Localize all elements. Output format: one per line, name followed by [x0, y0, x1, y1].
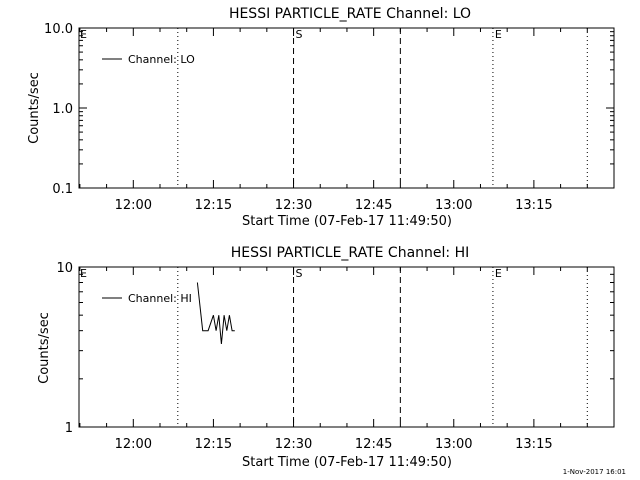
lo-channel-panel: HESSI PARTICLE_RATE Channel: LO Counts/s…: [27, 6, 615, 229]
lo-legend-label: Channel: LO: [128, 53, 195, 66]
x-tick-label: 12:00: [115, 198, 152, 213]
corner-marker-label: E: [80, 28, 87, 41]
y-tick-label: 0.1: [52, 182, 73, 197]
y-tick-label: 1: [65, 421, 73, 436]
hi-channel-panel: HESSI PARTICLE_RATE Channel: HI Counts/s…: [37, 245, 615, 470]
lo-y-axis-label: Counts/sec: [27, 72, 42, 144]
x-tick-label: 13:00: [435, 198, 472, 213]
y-tick-label: 10: [56, 261, 73, 276]
x-tick-label: 12:00: [115, 437, 152, 452]
lo-x-axis-label: Start Time (07-Feb-17 11:49:50): [242, 214, 452, 229]
x-tick-label: 13:15: [515, 198, 552, 213]
hi-legend-label: Channel: HI: [128, 292, 192, 305]
x-tick-label: 12:30: [275, 198, 312, 213]
event-marker-label: E: [495, 28, 502, 41]
event-marker-label: E: [495, 267, 502, 280]
y-tick-label: 1.0: [52, 102, 73, 117]
x-tick-label: 12:30: [275, 437, 312, 452]
event-marker-label: S: [296, 267, 303, 280]
plot-frame: [78, 27, 615, 189]
x-tick-label: 12:45: [355, 437, 392, 452]
corner-marker-label: E: [80, 267, 87, 280]
hi-x-axis-label: Start Time (07-Feb-17 11:49:50): [242, 455, 452, 470]
x-tick-label: 12:15: [195, 198, 232, 213]
event-marker-label: S: [296, 28, 303, 41]
x-tick-label: 12:15: [195, 437, 232, 452]
lo-chart-title: HESSI PARTICLE_RATE Channel: LO: [229, 6, 471, 22]
x-tick-label: 13:00: [435, 437, 472, 452]
series-line-hi-channel: [196, 282, 235, 345]
hi-y-axis-label: Counts/sec: [37, 312, 52, 384]
x-tick-label: 12:45: [355, 198, 392, 213]
hi-chart-title: HESSI PARTICLE_RATE Channel: HI: [231, 245, 469, 261]
plot-frame: [78, 266, 615, 428]
x-tick-label: 13:15: [515, 437, 552, 452]
generation-timestamp: 1-Nov-2017 16:01: [563, 468, 626, 476]
y-tick-label: 10.0: [44, 22, 73, 37]
